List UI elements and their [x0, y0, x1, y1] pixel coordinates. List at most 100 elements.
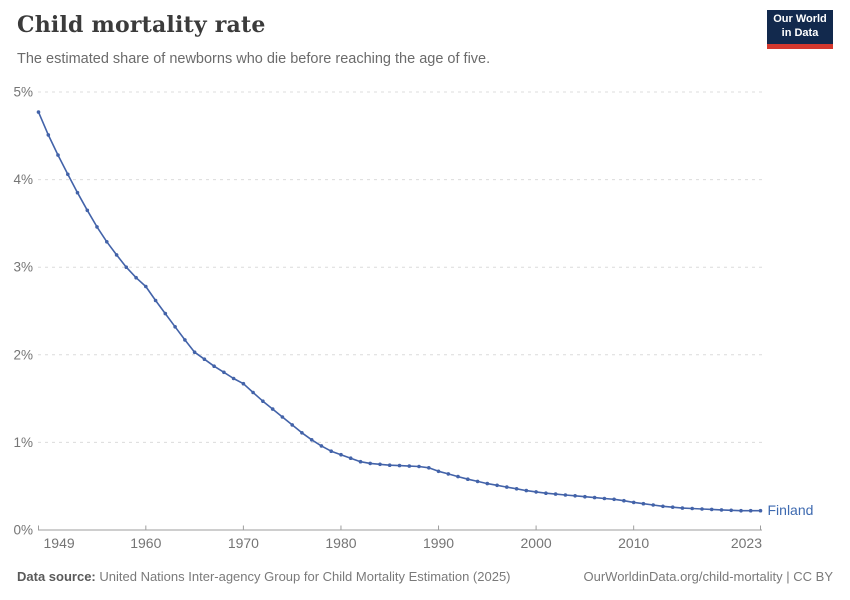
- x-axis-label: 2010: [618, 535, 649, 551]
- data-point[interactable]: [407, 464, 412, 468]
- data-point[interactable]: [573, 494, 577, 498]
- data-point[interactable]: [114, 253, 119, 257]
- data-point[interactable]: [358, 459, 363, 464]
- chart-subtitle: The estimated share of newborns who die …: [17, 51, 491, 67]
- data-point[interactable]: [544, 491, 548, 496]
- data-point[interactable]: [602, 496, 607, 501]
- data-point[interactable]: [75, 190, 80, 195]
- data-point[interactable]: [36, 110, 41, 114]
- data-point[interactable]: [748, 508, 753, 513]
- y-axis-label: 5%: [13, 85, 33, 100]
- data-point[interactable]: [661, 504, 665, 509]
- chart-footer: Data source: United Nations Inter-agency…: [17, 569, 833, 584]
- data-point[interactable]: [66, 172, 70, 177]
- data-point[interactable]: [524, 488, 529, 493]
- data-point[interactable]: [417, 464, 421, 469]
- data-point[interactable]: [397, 463, 402, 468]
- y-axis-label: 2%: [13, 347, 33, 362]
- data-point[interactable]: [758, 508, 763, 513]
- data-point[interactable]: [387, 463, 392, 468]
- data-point[interactable]: [729, 508, 733, 513]
- data-point[interactable]: [105, 240, 109, 244]
- data-point[interactable]: [134, 275, 138, 280]
- entity-label[interactable]: Finland: [768, 502, 814, 518]
- data-point[interactable]: [95, 225, 99, 229]
- data-point[interactable]: [446, 472, 451, 476]
- data-point[interactable]: [427, 466, 431, 470]
- data-point[interactable]: [651, 503, 655, 507]
- data-point[interactable]: [670, 505, 675, 510]
- data-point[interactable]: [534, 490, 538, 494]
- footer-link[interactable]: OurWorldinData.org/child-mortality | CC …: [583, 569, 834, 584]
- data-point[interactable]: [592, 495, 597, 500]
- chart-title: Child mortality rate: [17, 12, 266, 38]
- data-point[interactable]: [690, 506, 694, 511]
- x-axis-label: 1970: [228, 535, 259, 551]
- data-point[interactable]: [261, 399, 265, 404]
- data-point[interactable]: [163, 311, 168, 316]
- data-point[interactable]: [124, 265, 129, 270]
- data-point[interactable]: [709, 507, 714, 512]
- x-axis-label: 2000: [521, 535, 552, 551]
- data-point[interactable]: [329, 449, 334, 454]
- data-point[interactable]: [378, 462, 382, 467]
- data-point[interactable]: [348, 456, 353, 461]
- x-axis-label: 1960: [130, 535, 161, 551]
- data-point[interactable]: [436, 469, 441, 474]
- data-point[interactable]: [505, 485, 509, 489]
- data-point[interactable]: [56, 153, 60, 157]
- data-point[interactable]: [144, 284, 148, 289]
- owid-logo-line1: Our World: [773, 13, 827, 26]
- data-point[interactable]: [368, 461, 373, 466]
- data-point[interactable]: [300, 431, 304, 435]
- data-point[interactable]: [46, 133, 51, 137]
- x-axis-label: 1980: [325, 535, 356, 551]
- data-point[interactable]: [456, 474, 460, 479]
- data-point[interactable]: [222, 370, 226, 375]
- data-point[interactable]: [241, 381, 246, 386]
- data-point[interactable]: [466, 477, 470, 482]
- data-point[interactable]: [173, 325, 177, 329]
- data-point[interactable]: [231, 376, 236, 381]
- data-point[interactable]: [290, 423, 295, 427]
- owid-logo[interactable]: Our World in Data: [767, 10, 833, 49]
- data-point[interactable]: [485, 481, 490, 486]
- data-point[interactable]: [719, 508, 724, 512]
- data-point[interactable]: [680, 506, 685, 510]
- data-point[interactable]: [622, 498, 626, 503]
- data-point[interactable]: [553, 492, 558, 496]
- data-point[interactable]: [631, 500, 636, 505]
- data-point[interactable]: [270, 407, 275, 411]
- data-line[interactable]: [37, 111, 761, 512]
- data-point[interactable]: [309, 438, 314, 442]
- data-point[interactable]: [212, 364, 216, 369]
- data-point[interactable]: [85, 208, 90, 213]
- y-axis-label: 4%: [13, 172, 33, 187]
- data-point[interactable]: [192, 350, 197, 355]
- data-point[interactable]: [563, 493, 568, 497]
- owid-logo-line2: in Data: [781, 27, 819, 39]
- data-point[interactable]: [475, 479, 480, 484]
- data-point[interactable]: [251, 390, 255, 395]
- data-point[interactable]: [339, 452, 343, 457]
- data-point[interactable]: [153, 298, 158, 303]
- data-source-text: United Nations Inter-agency Group for Ch…: [99, 569, 511, 584]
- data-point[interactable]: [202, 357, 207, 362]
- data-point[interactable]: [280, 415, 285, 419]
- data-source: Data source: United Nations Inter-agency…: [17, 569, 511, 584]
- data-point[interactable]: [319, 444, 324, 448]
- data-point[interactable]: [183, 338, 187, 342]
- data-point[interactable]: [583, 494, 587, 499]
- y-axis-label: 3%: [13, 260, 33, 275]
- data-point[interactable]: [700, 507, 704, 511]
- data-source-label: Data source:: [17, 569, 96, 584]
- data-point[interactable]: [641, 501, 646, 506]
- x-axis-label: 1949: [44, 535, 75, 551]
- data-point[interactable]: [612, 497, 616, 502]
- data-point[interactable]: [514, 487, 519, 491]
- data-point[interactable]: [495, 483, 499, 488]
- y-axis-label: 1%: [13, 435, 33, 450]
- data-point[interactable]: [739, 508, 743, 513]
